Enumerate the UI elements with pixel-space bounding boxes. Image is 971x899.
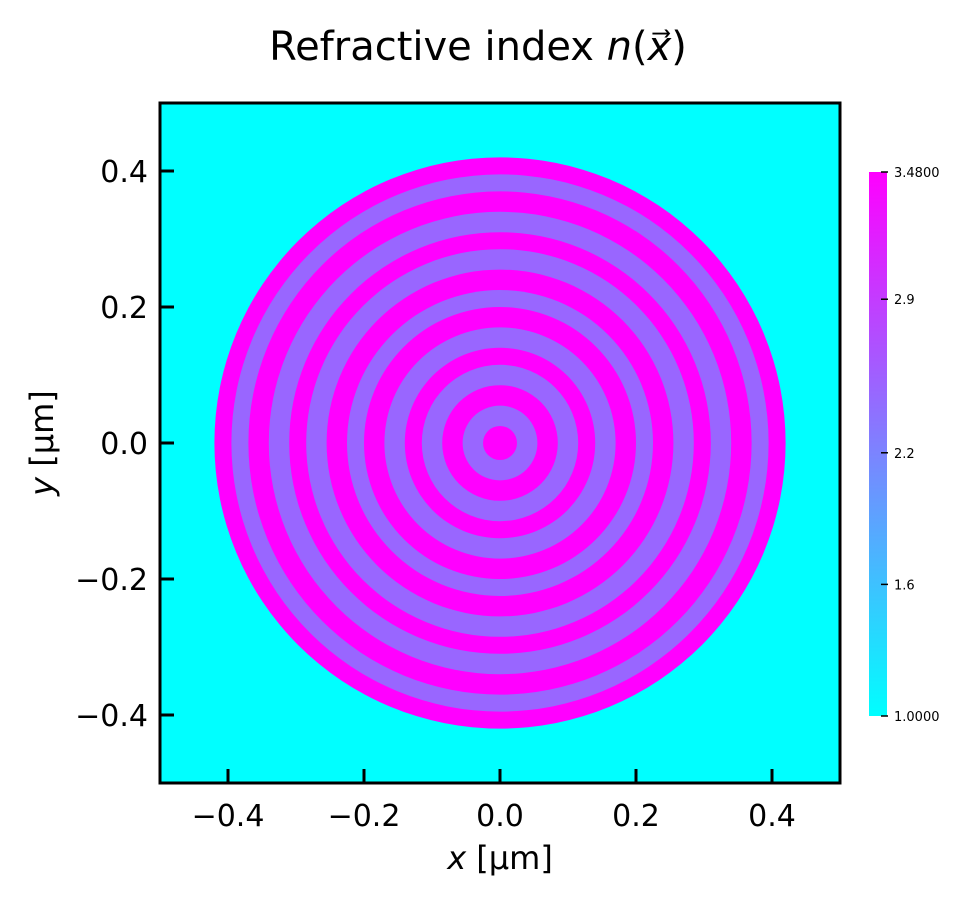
- x-tick-label-4: 0.4: [748, 799, 796, 834]
- cbar-tick-label-0: 1.0000: [894, 710, 940, 725]
- title-open: (: [632, 24, 648, 70]
- cbar-tick-label-4: 3.4800: [894, 166, 940, 181]
- ring-14: [483, 426, 517, 460]
- title-close: ): [671, 24, 687, 70]
- y-tick-label-2: 0.0: [100, 427, 148, 462]
- cbar-tick-label-3: 2.9: [894, 293, 915, 308]
- y-tick-label-3: −0.2: [75, 563, 148, 598]
- x-axis-var: x: [446, 839, 467, 877]
- title-prefix: Refractive index: [269, 24, 607, 70]
- x-axis-label: x [µm]: [446, 839, 553, 877]
- colorbar-gradient: [869, 172, 887, 716]
- y-axis-ticks: 0.4 0.2 0.0 −0.2 −0.4: [75, 155, 174, 734]
- x-tick-label-1: −0.2: [328, 799, 401, 834]
- x-axis-ticks: −0.4 −0.2 0.0 0.2 0.4: [192, 769, 796, 834]
- cbar-tick-label-2: 2.2: [894, 447, 915, 462]
- cbar-tick-label-1: 1.6: [894, 578, 915, 593]
- y-tick-label-1: 0.2: [100, 291, 148, 326]
- plot-area: [160, 103, 840, 783]
- colorbar: 1.0000 1.6 2.2 2.9 3.4800: [869, 166, 940, 725]
- x-tick-label-2: 0.0: [476, 799, 524, 834]
- x-tick-label-0: −0.4: [192, 799, 265, 834]
- title-func: n: [607, 24, 632, 70]
- y-axis-unit: [µm]: [23, 390, 61, 477]
- x-axis-unit: [µm]: [466, 839, 553, 877]
- y-tick-label-4: −0.4: [75, 699, 148, 734]
- chart-title: Refractive index n(x⃗): [269, 24, 687, 70]
- ring-group: [214, 157, 786, 729]
- x-tick-label-3: 0.2: [612, 799, 660, 834]
- y-axis-label: y [µm]: [23, 390, 61, 497]
- colorbar-ticks: 1.0000 1.6 2.2 2.9 3.4800: [881, 166, 940, 725]
- title-arg: x: [646, 24, 672, 70]
- y-tick-label-0: 0.4: [100, 155, 148, 190]
- y-axis-var: y: [23, 476, 61, 497]
